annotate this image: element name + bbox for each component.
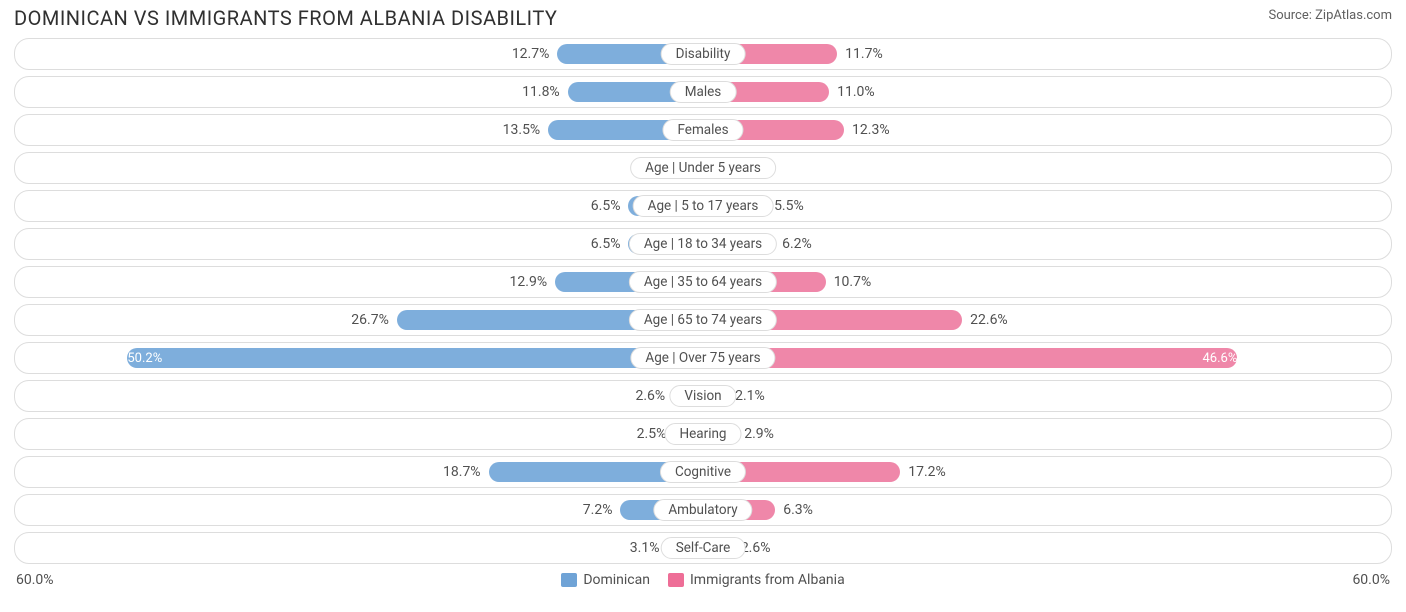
value-right: 5.5%	[774, 191, 804, 221]
value-right: 6.3%	[783, 495, 813, 525]
value-left: 26.7%	[351, 305, 389, 335]
legend-label-right: Immigrants from Albania	[690, 572, 845, 588]
category-label: Age | 18 to 34 years	[629, 233, 777, 255]
chart-row: 50.2%46.6%Age | Over 75 years	[14, 342, 1392, 374]
legend: Dominican Immigrants from Albania	[561, 572, 844, 588]
category-label: Age | 5 to 17 years	[633, 195, 774, 217]
chart-row: 11.8% 11.0% Males	[14, 76, 1392, 108]
chart-footer: 60.0% Dominican Immigrants from Albania …	[0, 570, 1406, 588]
value-left: 18.7%	[443, 457, 481, 487]
chart-row: 6.5% 5.5%Age | 5 to 17 years	[14, 190, 1392, 222]
category-label: Hearing	[664, 423, 741, 445]
axis-left-max: 60.0%	[16, 572, 54, 588]
chart-area: 12.7% 11.7% Disability 11.8% 11.0% Males 13.5%…	[0, 30, 1406, 564]
chart-row: 18.7% 17.2% Cognitive	[14, 456, 1392, 488]
legend-swatch-left	[561, 573, 577, 587]
legend-item-right: Immigrants from Albania	[668, 572, 845, 588]
category-label: Ambulatory	[653, 499, 752, 521]
value-left: 50.2%	[115, 343, 703, 373]
value-right: 2.9%	[744, 419, 774, 449]
chart-row: 2.6% 2.1%Vision	[14, 380, 1392, 412]
chart-row: 13.5% 12.3% Females	[14, 114, 1392, 146]
value-right: 17.2%	[908, 457, 946, 487]
value-left: 6.5%	[591, 191, 621, 221]
category-label: Age | 65 to 74 years	[629, 309, 777, 331]
value-left: 12.7%	[512, 39, 550, 69]
value-left: 11.8%	[522, 77, 560, 107]
value-left: 2.6%	[636, 381, 666, 411]
value-left: 6.5%	[591, 229, 621, 259]
value-right: 22.6%	[970, 305, 1008, 335]
value-left: 3.1%	[630, 533, 660, 563]
header: DOMINICAN VS IMMIGRANTS FROM ALBANIA DIS…	[0, 0, 1406, 30]
axis-right-max: 60.0%	[1352, 572, 1390, 588]
category-label: Males	[670, 81, 737, 103]
value-right: 11.0%	[837, 77, 875, 107]
source-attribution: Source: ZipAtlas.com	[1268, 6, 1392, 23]
category-label: Age | Over 75 years	[630, 347, 775, 369]
value-right: 2.1%	[735, 381, 765, 411]
category-label: Age | 35 to 64 years	[629, 271, 777, 293]
chart-row: 26.7% 22.6% Age | 65 to 74 years	[14, 304, 1392, 336]
category-label: Disability	[661, 43, 746, 65]
value-left: 12.9%	[510, 267, 548, 297]
value-left: 13.5%	[503, 115, 541, 145]
value-left: 2.5%	[637, 419, 667, 449]
category-label: Age | Under 5 years	[630, 157, 776, 179]
category-label: Cognitive	[660, 461, 746, 483]
chart-title: DOMINICAN VS IMMIGRANTS FROM ALBANIA DIS…	[14, 6, 557, 30]
legend-item-left: Dominican	[561, 572, 650, 588]
value-right: 46.6%	[703, 343, 1249, 373]
chart-row: 6.5% 6.2%Age | 18 to 34 years	[14, 228, 1392, 260]
category-label: Self-Care	[661, 537, 746, 559]
chart-row: 12.9% 10.7% Age | 35 to 64 years	[14, 266, 1392, 298]
chart-row: 2.5% 2.9%Hearing	[14, 418, 1392, 450]
category-label: Females	[662, 119, 743, 141]
chart-row: 1.1%1.1%Age | Under 5 years	[14, 152, 1392, 184]
chart-row: 3.1%2.6%Self-Care	[14, 532, 1392, 564]
value-right: 11.7%	[845, 39, 883, 69]
value-right: 10.7%	[834, 267, 872, 297]
value-left: 7.2%	[583, 495, 613, 525]
chart-row: 12.7% 11.7% Disability	[14, 38, 1392, 70]
category-label: Vision	[669, 385, 736, 407]
value-right: 12.3%	[852, 115, 890, 145]
legend-swatch-right	[668, 573, 684, 587]
value-right: 6.2%	[782, 229, 812, 259]
legend-label-left: Dominican	[583, 572, 650, 588]
chart-row: 7.2% 6.3% Ambulatory	[14, 494, 1392, 526]
